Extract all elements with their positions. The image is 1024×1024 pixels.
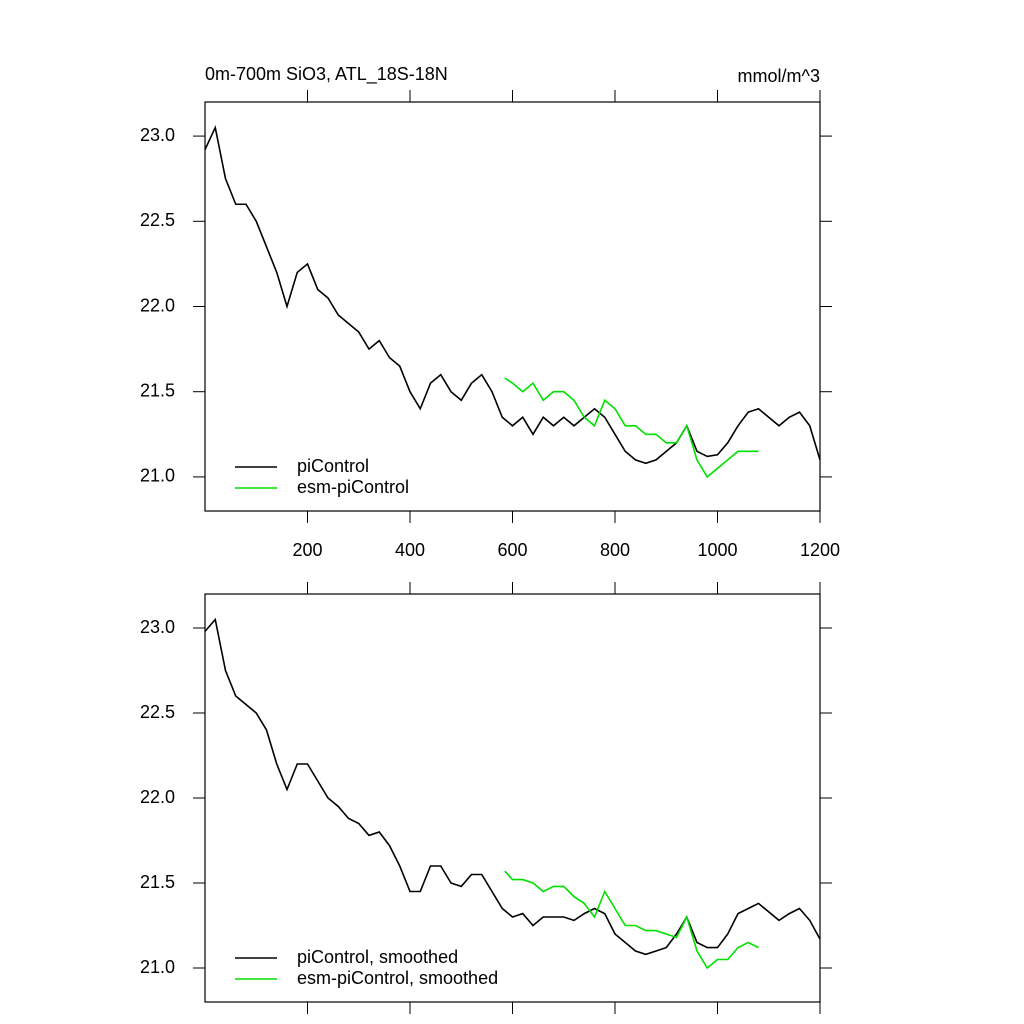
- y-tick-label: 21.0: [140, 957, 175, 977]
- legend-label: esm-piControl: [297, 477, 409, 497]
- plot-frame: [204, 101, 821, 512]
- x-tick-label: 800: [600, 540, 630, 560]
- legend-label: piControl, smoothed: [297, 947, 458, 967]
- y-tick-label: 22.0: [140, 295, 175, 315]
- series-line: [204, 124, 821, 465]
- x-tick-label: 600: [497, 540, 527, 560]
- y-tick-label: 21.0: [140, 466, 175, 486]
- x-tick-label: 1000: [697, 540, 737, 560]
- units-label: mmol/m^3: [738, 66, 820, 86]
- series-line: [504, 870, 759, 970]
- x-tick-label: 1200: [800, 540, 840, 560]
- y-tick-label: 22.5: [140, 702, 175, 722]
- y-tick-label: 22.5: [140, 210, 175, 230]
- y-tick-label: 21.5: [140, 872, 175, 892]
- legend-label: piControl: [297, 456, 369, 476]
- y-tick-label: 23.0: [140, 125, 175, 145]
- y-tick-label: 23.0: [140, 617, 175, 637]
- plot-frame: [204, 593, 821, 1003]
- legend-label: esm-piControl, smoothed: [297, 968, 498, 988]
- y-tick-label: 22.0: [140, 787, 175, 807]
- chart-title: 0m-700m SiO3, ATL_18S-18N: [205, 64, 448, 85]
- series-line: [204, 617, 821, 956]
- series-line: [504, 377, 759, 479]
- x-tick-label: 400: [395, 540, 425, 560]
- x-tick-label: 200: [292, 540, 322, 560]
- y-tick-label: 21.5: [140, 380, 175, 400]
